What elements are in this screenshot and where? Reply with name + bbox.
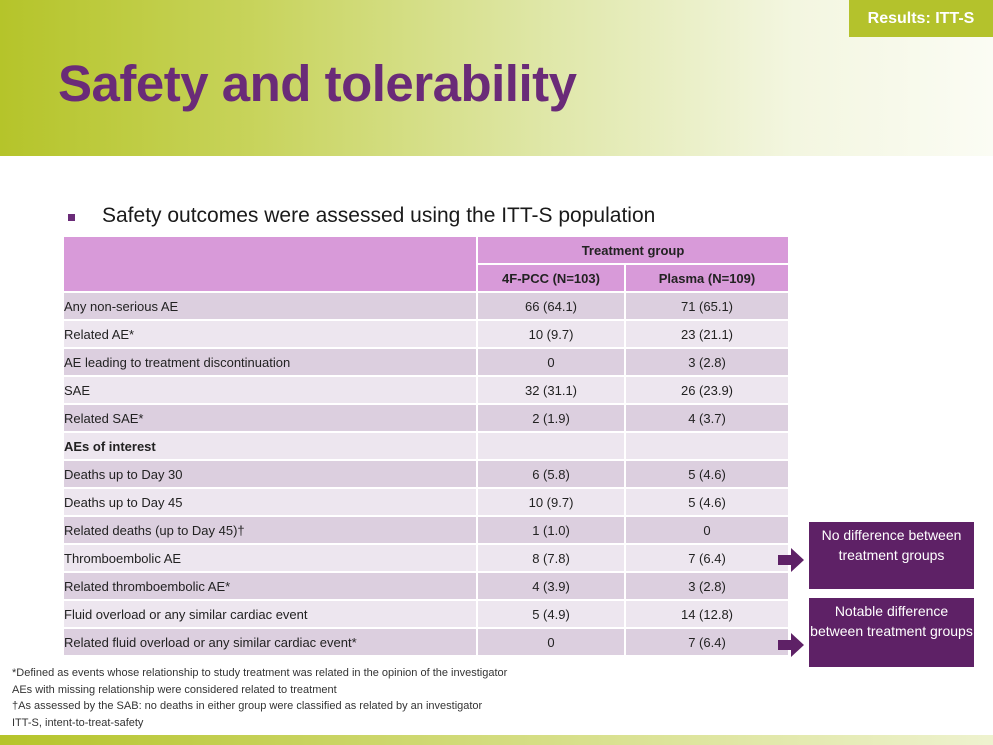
footnote: ITT-S, intent-to-treat-safety	[12, 716, 144, 729]
row-label: Deaths up to Day 30	[64, 461, 476, 487]
table-row: Related fluid overload or any similar ca…	[64, 629, 788, 655]
safety-table: Treatment group 4F-PCC (N=103) Plasma (N…	[62, 235, 790, 657]
table-subheader-row: 4F-PCC (N=103) Plasma (N=109)	[64, 265, 788, 291]
callout-notable-difference: Notable difference between treatment gro…	[809, 598, 974, 667]
col-header-plasma: Plasma (N=109)	[626, 265, 788, 291]
bullet-point: Safety outcomes were assessed using the …	[68, 204, 655, 228]
cell-plasma: 7 (6.4)	[626, 629, 788, 655]
table-row: Related deaths (up to Day 45)† 1 (1.0) 0	[64, 517, 788, 543]
cell-4f-pcc: 66 (64.1)	[478, 293, 624, 319]
cell-plasma: 3 (2.8)	[626, 573, 788, 599]
footnote: *Defined as events whose relationship to…	[12, 667, 508, 679]
cell-plasma: 5 (4.6)	[626, 489, 788, 515]
table-row: Thromboembolic AE 8 (7.8) 7 (6.4)	[64, 545, 788, 571]
row-label: Fluid overload or any similar cardiac ev…	[64, 601, 476, 627]
footnote: †As assessed by the SAB: no deaths in ei…	[12, 700, 483, 712]
footnotes: *Defined as events whose relationship to…	[12, 665, 507, 731]
row-label: Related SAE*	[64, 405, 476, 431]
bullet-text: Safety outcomes were assessed using the …	[102, 204, 656, 227]
footer-band	[0, 735, 993, 745]
cell-4f-pcc: 10 (9.7)	[478, 489, 624, 515]
table-row: Related thromboembolic AE* 4 (3.9) 3 (2.…	[64, 573, 788, 599]
table-row: Deaths up to Day 30 6 (5.8) 5 (4.6)	[64, 461, 788, 487]
col-header-4f-pcc: 4F-PCC (N=103)	[478, 265, 624, 291]
cell-4f-pcc: 8 (7.8)	[478, 545, 624, 571]
cell-plasma: 14 (12.8)	[626, 601, 788, 627]
cell-plasma: 26 (23.9)	[626, 377, 788, 403]
table-row: Related SAE* 2 (1.9) 4 (3.7)	[64, 405, 788, 431]
cell-plasma: 7 (6.4)	[626, 545, 788, 571]
cell-plasma: 5 (4.6)	[626, 461, 788, 487]
cell-plasma: 0	[626, 517, 788, 543]
row-label: Thromboembolic AE	[64, 545, 476, 571]
table-row: Deaths up to Day 45 10 (9.7) 5 (4.6)	[64, 489, 788, 515]
cell-4f-pcc: 2 (1.9)	[478, 405, 624, 431]
square-bullet-icon	[68, 213, 75, 221]
row-label: Related deaths (up to Day 45)†	[64, 517, 476, 543]
row-label: Deaths up to Day 45	[64, 489, 476, 515]
cell-plasma: 3 (2.8)	[626, 349, 788, 375]
cell-plasma: 71 (65.1)	[626, 293, 788, 319]
table-row: Any non-serious AE 66 (64.1) 71 (65.1)	[64, 293, 788, 319]
cell-4f-pcc: 0	[478, 349, 624, 375]
cell-plasma: 4 (3.7)	[626, 405, 788, 431]
cell-4f-pcc: 6 (5.8)	[478, 461, 624, 487]
row-label: Related AE*	[64, 321, 476, 347]
row-label: SAE	[64, 377, 476, 403]
table-row: SAE 32 (31.1) 26 (23.9)	[64, 377, 788, 403]
table-header-row: Treatment group	[64, 237, 788, 291]
cell-plasma	[626, 433, 788, 459]
page-title: Safety and tolerability	[58, 55, 577, 112]
arrow-right-icon	[778, 633, 804, 657]
row-label: AE leading to treatment discontinuation	[64, 349, 476, 375]
cell-4f-pcc: 4 (3.9)	[478, 573, 624, 599]
footnote: AEs with missing relationship were consi…	[12, 683, 337, 696]
cell-4f-pcc: 1 (1.0)	[478, 517, 624, 543]
row-label: Any non-serious AE	[64, 293, 476, 319]
table-row: Fluid overload or any similar cardiac ev…	[64, 601, 788, 627]
cell-plasma: 23 (21.1)	[626, 321, 788, 347]
callout-no-difference: No difference between treatment groups	[809, 522, 974, 589]
row-label: Related fluid overload or any similar ca…	[64, 629, 476, 655]
table-header-blank	[64, 237, 476, 291]
table-row: Related AE* 10 (9.7) 23 (21.1)	[64, 321, 788, 347]
arrow-right-icon	[778, 548, 804, 572]
cell-4f-pcc	[478, 433, 624, 459]
row-label: Related thromboembolic AE*	[64, 573, 476, 599]
cell-4f-pcc: 0	[478, 629, 624, 655]
cell-4f-pcc: 10 (9.7)	[478, 321, 624, 347]
cell-4f-pcc: 5 (4.9)	[478, 601, 624, 627]
table-row: AEs of interest	[64, 433, 788, 459]
section-badge: Results: ITT-S	[849, 0, 993, 37]
table-row: AE leading to treatment discontinuation …	[64, 349, 788, 375]
section-label: AEs of interest	[64, 433, 476, 459]
header-band	[0, 0, 993, 156]
cell-4f-pcc: 32 (31.1)	[478, 377, 624, 403]
treatment-group-header: Treatment group	[478, 237, 788, 263]
